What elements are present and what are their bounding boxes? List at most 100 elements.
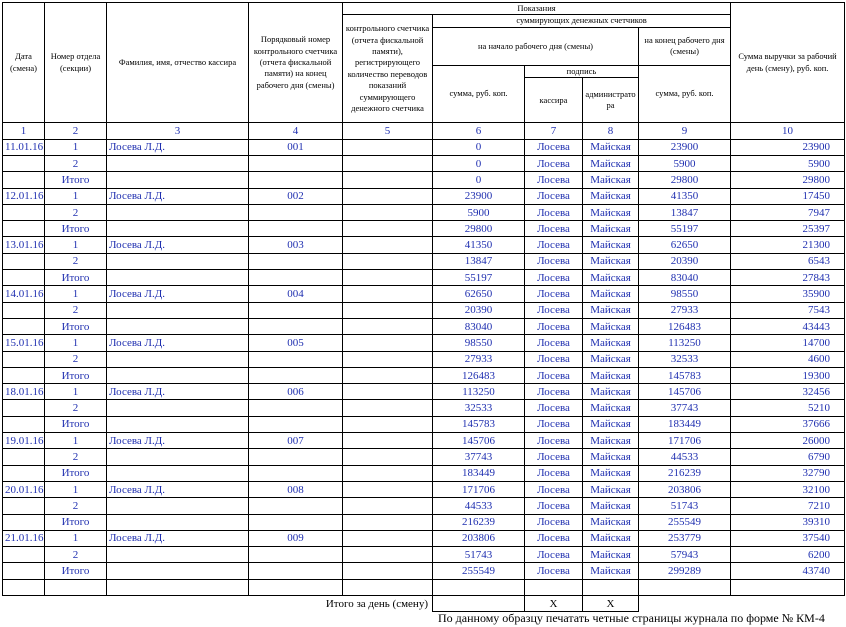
cell: 83040 xyxy=(637,269,732,287)
cell xyxy=(106,171,249,189)
cell: X xyxy=(582,595,639,613)
header-cell: на начало рабочего дня (смены) xyxy=(432,26,639,66)
cell: 009 xyxy=(248,529,343,548)
data-row: Итого 126483 Лосева Майская 145783 19300 xyxy=(2,366,846,385)
cell xyxy=(106,399,249,417)
cell xyxy=(432,578,525,597)
cell xyxy=(342,187,433,205)
cell: Майская xyxy=(582,415,639,434)
cell: Майская xyxy=(582,301,639,319)
cell xyxy=(2,546,45,564)
cell: Лосева xyxy=(524,383,583,401)
cell xyxy=(342,269,433,287)
cell: 39310 xyxy=(730,513,846,531)
cell xyxy=(342,529,433,548)
cell: Лосева xyxy=(524,187,583,205)
cell: 13847 xyxy=(637,203,732,222)
data-row: 2 44533 Лосева Майская 51743 7210 xyxy=(2,497,846,515)
data-row: Итого 145783 Лосева Майская 183449 37666 xyxy=(2,415,846,434)
cell xyxy=(731,596,845,612)
cell xyxy=(248,252,343,271)
data-row: Итого 255549 Лосева Майская 299289 43740 xyxy=(2,562,846,580)
cell: 7543 xyxy=(730,301,846,319)
cell xyxy=(582,578,639,597)
cell: Майская xyxy=(582,154,639,173)
cell: 1 xyxy=(44,285,107,303)
cell: 6 xyxy=(432,122,525,140)
cell: 20.01.16 xyxy=(2,480,45,499)
cell xyxy=(342,366,433,385)
cell: Лосева xyxy=(524,252,583,271)
cell xyxy=(342,415,433,434)
cell: 14.01.16 xyxy=(2,285,45,303)
cell xyxy=(248,415,343,434)
cell xyxy=(106,415,249,434)
header-cell: кассира xyxy=(524,77,583,124)
cell: 145706 xyxy=(637,383,732,401)
cell xyxy=(248,350,343,368)
cell: 37666 xyxy=(730,415,846,434)
cell xyxy=(2,578,45,597)
cell: 145783 xyxy=(432,415,525,434)
cell: 27843 xyxy=(730,269,846,287)
cell: 216239 xyxy=(637,464,732,482)
header-cell: Фамилия, имя, отчество кассира xyxy=(106,1,249,124)
cell: 2 xyxy=(44,546,107,564)
cell: 20390 xyxy=(637,252,732,271)
cell: 19300 xyxy=(730,366,846,385)
cell: Лосева Л.Д. xyxy=(106,432,249,450)
cell: Майская xyxy=(582,252,639,271)
cell: Лосева xyxy=(524,154,583,173)
cell: Лосева Л.Д. xyxy=(106,383,249,401)
cell xyxy=(106,317,249,336)
cell: Лосева xyxy=(524,269,583,287)
cell: 15.01.16 xyxy=(2,334,45,352)
cell: Лосева xyxy=(524,415,583,434)
cell xyxy=(2,350,45,368)
cell: Лосева xyxy=(524,138,583,157)
cell: 183449 xyxy=(637,415,732,434)
cell xyxy=(44,578,107,597)
data-row: 2 13847 Лосева Майская 20390 6543 xyxy=(2,252,846,271)
cell: 2 xyxy=(44,154,107,173)
cell xyxy=(2,252,45,271)
header-cell: контрольного счетчика (отчета фискальной… xyxy=(342,14,433,124)
cell: 98550 xyxy=(637,285,732,303)
cell xyxy=(106,562,249,580)
cell xyxy=(342,285,433,303)
cell: Майская xyxy=(582,138,639,157)
cell: Лосева xyxy=(524,513,583,531)
cell xyxy=(106,252,249,271)
cell: 1 xyxy=(44,432,107,450)
cell: 004 xyxy=(248,285,343,303)
cell: 126483 xyxy=(432,366,525,385)
cell: 35900 xyxy=(730,285,846,303)
header-cell: Порядковый номер контрольного счетчика (… xyxy=(248,1,343,124)
header-cell: Показания xyxy=(341,1,732,16)
cell xyxy=(106,497,249,515)
header-cell: сумма, руб. коп. xyxy=(432,64,525,124)
cell: 1 xyxy=(2,122,45,140)
cell: 0 xyxy=(432,138,525,157)
cell: 2 xyxy=(44,399,107,417)
cell xyxy=(342,138,433,157)
cell: 41350 xyxy=(432,236,525,254)
cell: 0 xyxy=(432,171,525,189)
cell xyxy=(2,220,45,238)
cell: 62650 xyxy=(637,236,732,254)
cell: 255549 xyxy=(637,513,732,531)
data-row: 15.01.16 1 Лосева Л.Д. 005 98550 Лосева Майска… xyxy=(2,334,846,352)
cell: Лосева Л.Д. xyxy=(106,334,249,352)
cell: Лосева xyxy=(524,350,583,368)
cell xyxy=(2,203,45,222)
cell: Майская xyxy=(582,546,639,564)
cell: 2 xyxy=(44,122,107,140)
cell: Майская xyxy=(582,480,639,499)
cell xyxy=(432,595,525,613)
cell xyxy=(106,269,249,287)
cell: 5210 xyxy=(730,399,846,417)
cell: 57943 xyxy=(637,546,732,564)
cell: 27933 xyxy=(637,301,732,319)
cell: 171706 xyxy=(637,432,732,450)
cell: 003 xyxy=(248,236,343,254)
